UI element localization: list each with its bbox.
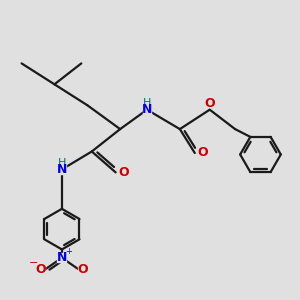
Bar [57, 253, 66, 262]
Bar [206, 99, 214, 107]
Bar [37, 265, 46, 274]
Text: N: N [57, 163, 67, 176]
Text: O: O [77, 262, 88, 276]
Bar [199, 149, 207, 157]
Bar [58, 165, 66, 174]
Text: −: − [29, 258, 38, 268]
Text: H: H [143, 98, 151, 108]
Bar [120, 168, 128, 177]
Bar [58, 160, 65, 166]
Bar [143, 106, 151, 114]
Text: +: + [65, 247, 72, 256]
Text: O: O [198, 146, 208, 160]
Text: O: O [119, 166, 129, 179]
Text: O: O [204, 97, 215, 110]
Text: N: N [57, 251, 67, 264]
Bar [144, 100, 150, 106]
Text: N: N [142, 103, 152, 116]
Bar [78, 265, 87, 274]
Text: O: O [36, 262, 46, 276]
Text: H: H [58, 158, 66, 168]
